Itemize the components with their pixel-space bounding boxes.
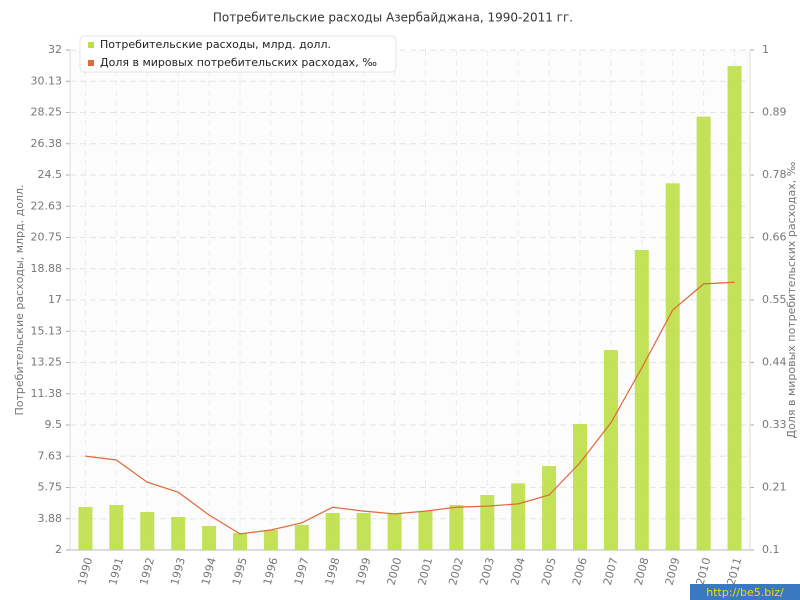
y2-tick-label: 0.55 [762, 293, 787, 306]
legend-swatch [88, 42, 94, 48]
y-tick-label: 24.5 [38, 168, 63, 181]
y-axis-label: Потребительские расходы, млрд. долл. [13, 185, 26, 416]
y-tick-label: 26.38 [31, 137, 63, 150]
x-tick-label: 2006 [570, 556, 590, 586]
x-tick-label: 2011 [725, 556, 745, 586]
bar [511, 483, 526, 550]
legend-label: Потребительские расходы, млрд. долл. [100, 38, 331, 51]
bar [294, 525, 309, 550]
x-tick-label: 1993 [168, 556, 188, 586]
bar [542, 466, 557, 550]
bar [573, 424, 587, 550]
x-tick-label: 1994 [199, 556, 219, 586]
line [85, 281, 735, 535]
bar [480, 495, 495, 550]
y2-axis-label: Доля в мировых потребительских расходах,… [785, 161, 798, 438]
y2-tick-label: 0.89 [762, 106, 787, 119]
bar [449, 505, 464, 550]
x-tick-label: 2009 [663, 556, 683, 586]
x-tick-label: 2007 [601, 556, 621, 586]
legend-box [79, 35, 397, 73]
y2-tick-label: 0.66 [762, 231, 787, 244]
y2-tick-label: 0.33 [762, 418, 787, 431]
watermark: http://be5.biz/ [706, 586, 784, 599]
bar [233, 533, 247, 550]
x-tick-label: 2004 [508, 556, 528, 586]
y-tick-label: 20.75 [31, 231, 63, 244]
legend-label: Доля в мировых потребительских расходах,… [100, 56, 377, 69]
x-tick-label: 2005 [539, 556, 559, 586]
y2-tick-label: 0.21 [762, 481, 787, 494]
y-tick-label: 3.88 [38, 512, 63, 525]
y-tick-label: 7.63 [38, 449, 63, 462]
bar [418, 511, 433, 550]
x-tick-label: 1995 [230, 556, 250, 586]
y2-tick-label: 0.1 [762, 543, 780, 556]
y-tick-label: 18.88 [31, 262, 63, 275]
x-tick-label: 1990 [75, 556, 95, 586]
bar [263, 530, 278, 550]
x-tick-label: 2003 [477, 556, 497, 586]
x-tick-label: 1991 [106, 556, 126, 586]
bar [603, 350, 618, 550]
bar [202, 526, 217, 550]
bar [140, 512, 155, 550]
bar [727, 66, 742, 550]
legend-swatch [88, 60, 94, 66]
x-tick-label: 2000 [385, 556, 405, 586]
x-tick-label: 1999 [354, 556, 374, 586]
x-tick-label: 1997 [292, 556, 312, 586]
y-tick-label: 9.5 [45, 418, 63, 431]
y2-tick-label: 0.78 [762, 168, 787, 181]
bar [109, 505, 124, 550]
y-tick-label: 2 [55, 543, 62, 556]
bar [78, 507, 93, 550]
bar [634, 250, 649, 550]
y-tick-label: 5.75 [38, 481, 63, 494]
bar [665, 183, 680, 551]
y2-tick-label: 1 [762, 43, 769, 56]
x-tick-label: 1998 [323, 556, 343, 586]
bar [171, 517, 186, 550]
y-tick-label: 28.25 [31, 106, 63, 119]
y-tick-label: 32 [48, 43, 62, 56]
x-tick-label: 2010 [694, 556, 714, 586]
x-tick-label: 2002 [446, 556, 466, 586]
watermark-bg [690, 584, 800, 600]
x-tick-label: 1992 [137, 556, 157, 586]
y-tick-label: 22.63 [31, 199, 63, 212]
chart-title: Потребительские расходы Азербайджана, 19… [213, 11, 573, 25]
y-tick-label: 11.38 [31, 387, 63, 400]
y-tick-label: 17 [48, 293, 62, 306]
bar [387, 513, 402, 550]
bar [696, 116, 711, 551]
y-tick-label: 15.13 [31, 324, 63, 337]
x-tick-label: 1996 [261, 556, 281, 586]
x-tick-label: 2008 [632, 556, 652, 586]
y-tick-label: 30.13 [31, 74, 63, 87]
y-tick-label: 13.25 [31, 356, 63, 369]
bar [325, 513, 340, 550]
y2-tick-label: 0.44 [762, 356, 787, 369]
bar [356, 513, 371, 550]
x-tick-label: 2001 [415, 556, 435, 586]
